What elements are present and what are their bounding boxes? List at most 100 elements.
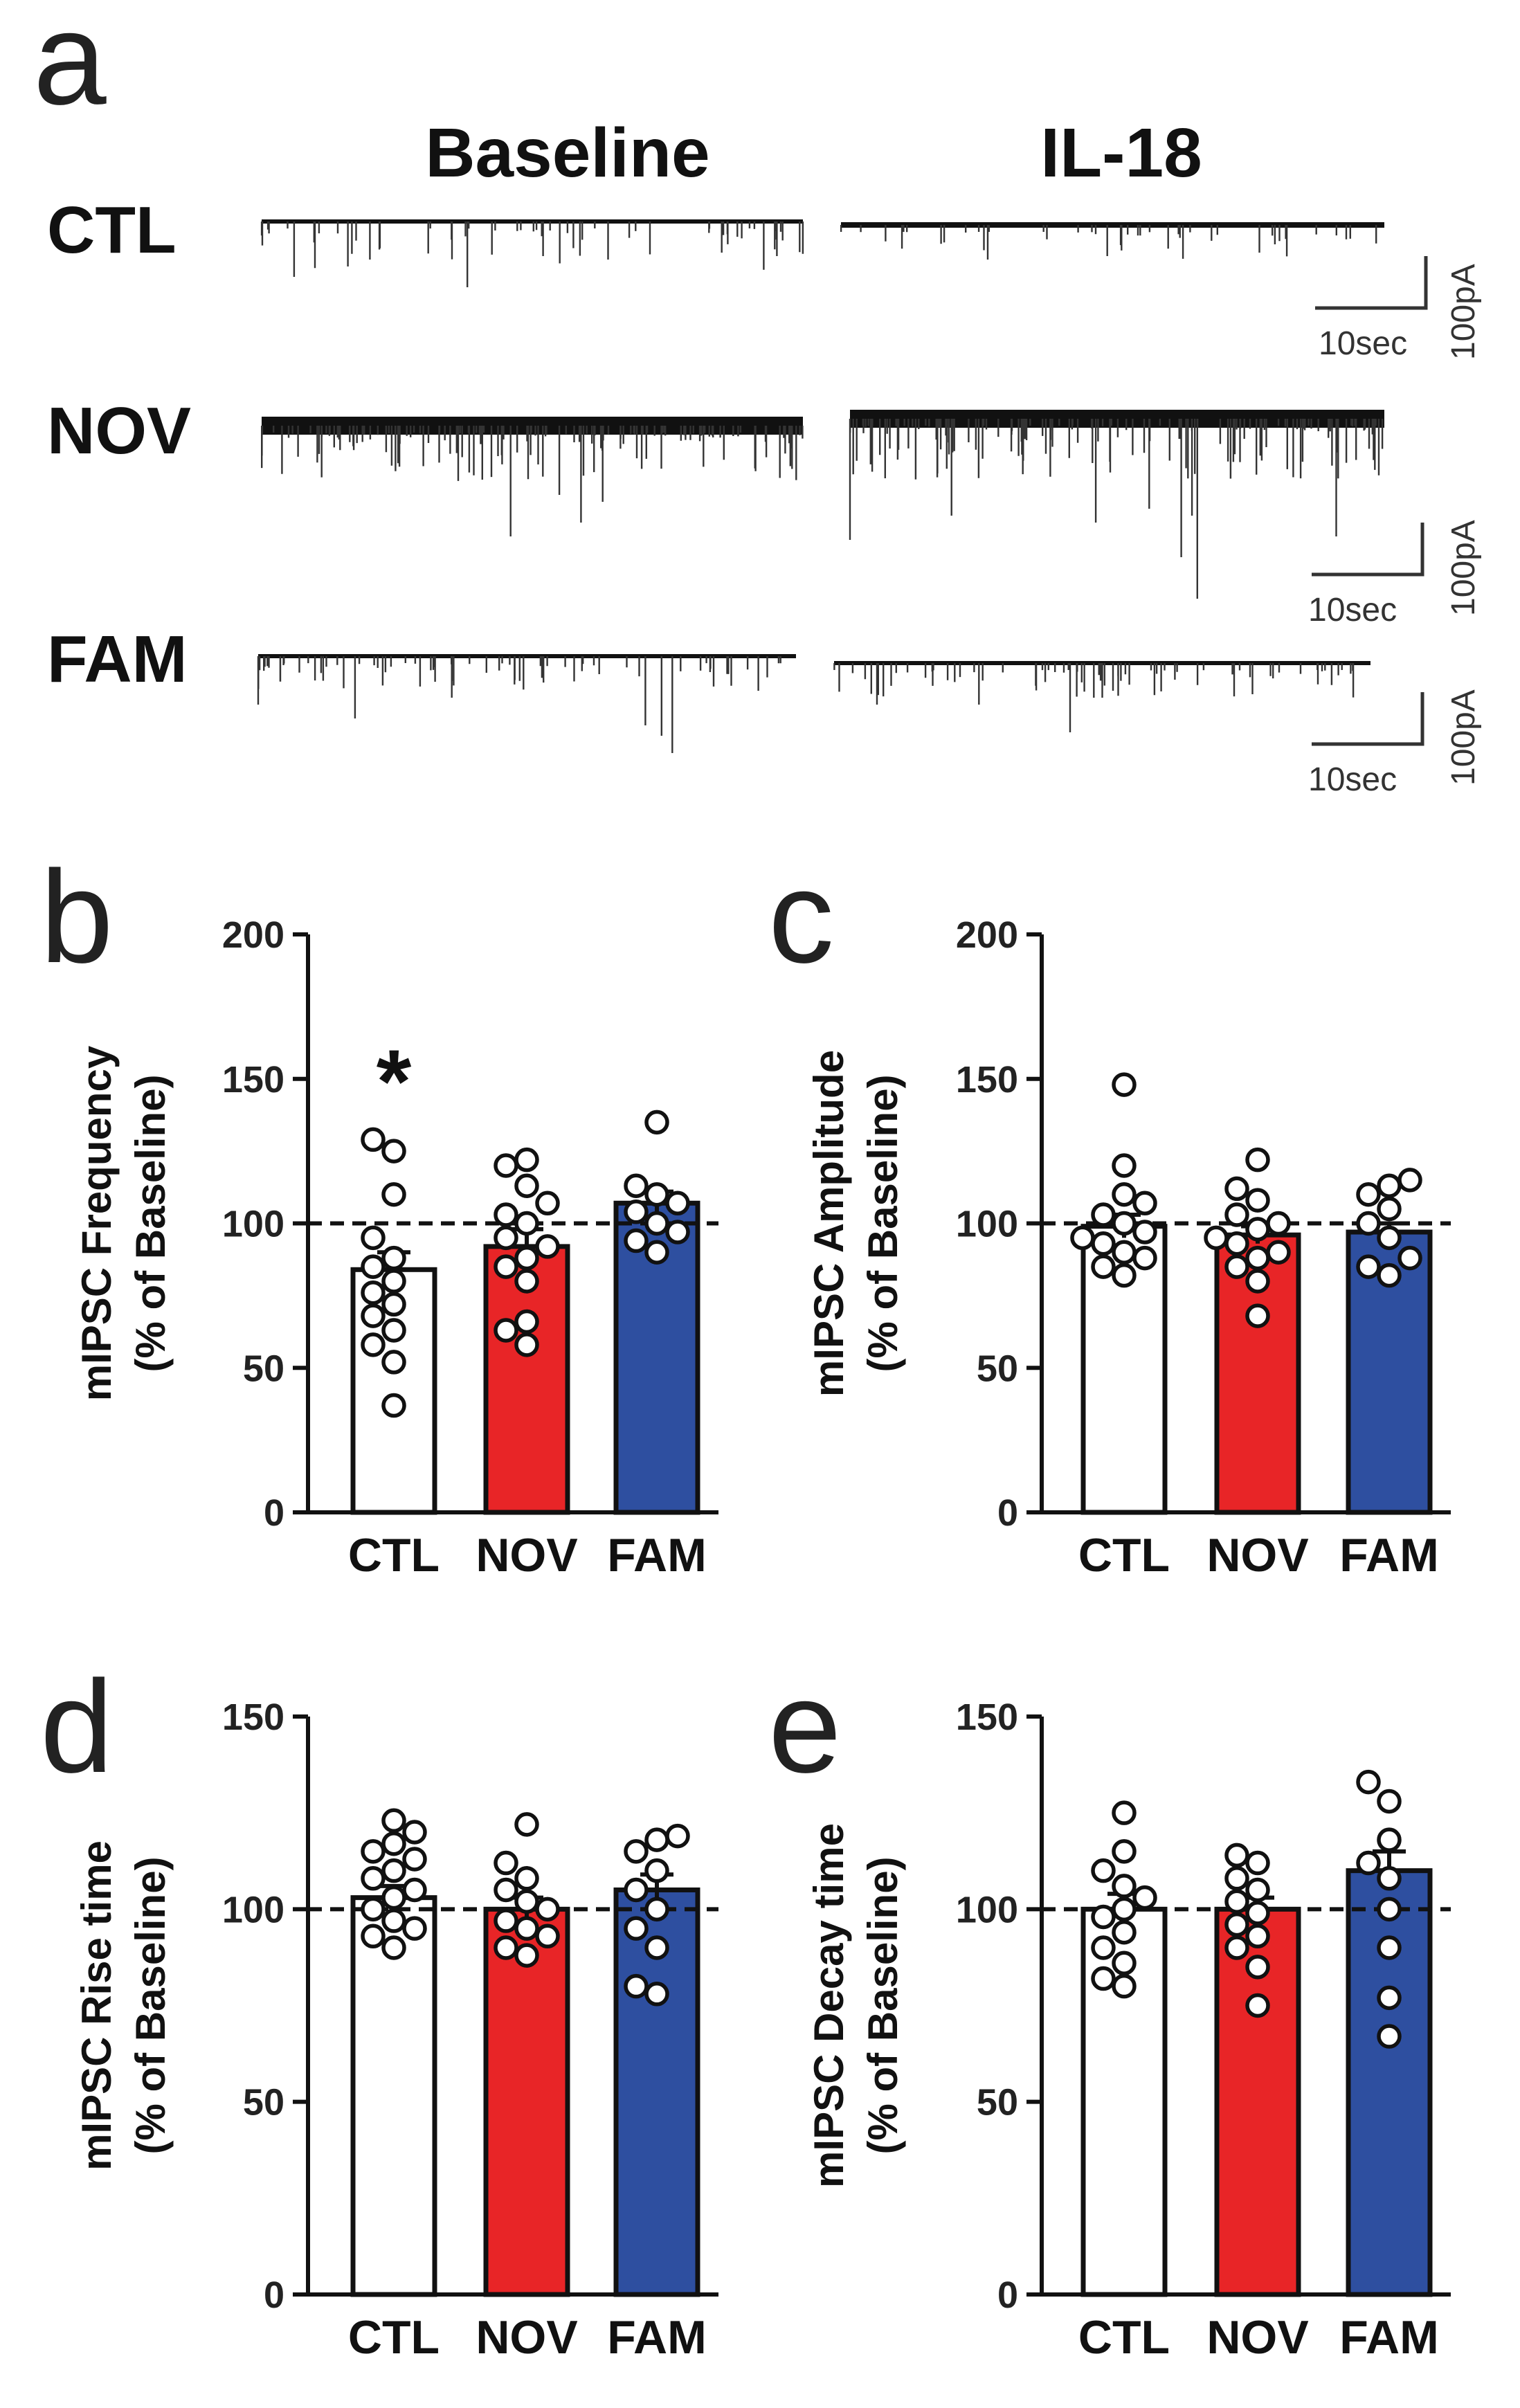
data-point-nov [1245, 1901, 1270, 1926]
y-axis-title: mIPSC Rise time [73, 1840, 120, 2171]
bar-fam [1346, 1868, 1433, 2297]
data-point-ctl [1091, 1935, 1116, 1960]
data-point-fam [1377, 1196, 1402, 1222]
data-point-fam [1377, 1225, 1402, 1251]
data-point-fam [1356, 1182, 1381, 1207]
data-point-ctl [1112, 1072, 1137, 1097]
data-point-fam [1356, 1769, 1381, 1795]
data-point-fam [1377, 1789, 1402, 1814]
data-point-nov [535, 1923, 560, 1949]
trace-baseline [258, 654, 796, 658]
data-point-fam [624, 1839, 649, 1864]
data-point-fam [1377, 1935, 1402, 1960]
data-point-ctl [402, 1877, 427, 1903]
category-label-fam: FAM [1339, 2311, 1439, 2364]
data-point-nov [494, 1153, 518, 1178]
data-point-nov [494, 1908, 518, 1933]
data-point-fam [624, 1877, 649, 1903]
data-point-nov [1224, 1231, 1249, 1256]
data-point-fam [644, 1211, 669, 1236]
y-tick-label: 100 [956, 1889, 1018, 1930]
data-point-fam [1397, 1168, 1422, 1193]
data-point-ctl [381, 1350, 406, 1375]
data-point-ctl [1132, 1191, 1157, 1216]
data-point-ctl [361, 1280, 386, 1305]
trace-events [260, 221, 804, 287]
data-point-ctl [361, 1332, 386, 1357]
data-point-fam [624, 1916, 649, 1941]
y-tick-label: 150 [222, 1059, 284, 1101]
data-point-fam [1356, 1850, 1381, 1876]
data-point-ctl [1112, 1896, 1137, 1922]
data-point-ctl [1112, 1262, 1137, 1288]
y-tick-label: 50 [243, 1348, 284, 1389]
data-point-fam [1377, 1173, 1402, 1198]
data-point-ctl [1091, 1254, 1116, 1279]
data-point-fam [624, 1200, 649, 1224]
data-point-nov [514, 1309, 539, 1334]
data-point-nov [494, 1318, 518, 1343]
y-tick-label: 50 [243, 2082, 284, 2124]
data-point-fam [644, 1935, 669, 1960]
data-point-nov [535, 1191, 560, 1216]
data-point-ctl [381, 1935, 406, 1960]
data-point-nov [514, 1866, 539, 1891]
y-tick-label: 200 [222, 914, 284, 956]
data-point-nov [514, 1812, 539, 1837]
y-tick-label: 0 [264, 1492, 284, 1534]
y-tick-label: 200 [956, 914, 1018, 956]
data-point-nov [514, 1269, 539, 1294]
data-point-ctl [1091, 1904, 1116, 1930]
data-point-fam [624, 1973, 649, 1999]
data-point-fam [644, 1240, 669, 1265]
data-point-ctl [361, 1303, 386, 1328]
row-label-ctl: CTL [47, 193, 177, 267]
data-point-ctl [381, 1245, 406, 1271]
data-point-nov [535, 1896, 560, 1922]
data-point-ctl [1132, 1245, 1157, 1271]
column-title-il18: IL-18 [1040, 114, 1202, 192]
trace-events [840, 225, 1377, 260]
data-point-nov [1224, 1176, 1249, 1202]
data-point-ctl [1091, 1202, 1116, 1227]
panel-e-decay-time-chart: e 0 50 100 150 CTL NOV FAM mIPSC Decay time (% of… [768, 1654, 1451, 2364]
trace-ctl-il18 [840, 222, 1384, 260]
data-point-nov [535, 1234, 560, 1259]
data-point-nov [1224, 1254, 1249, 1279]
data-point-ctl [381, 1318, 406, 1343]
category-label-nov: NOV [1206, 1529, 1308, 1582]
data-point-fam [1377, 1896, 1402, 1922]
data-point-fam [1356, 1211, 1381, 1236]
data-point-ctl [361, 1225, 386, 1251]
data-point-nov [1224, 1935, 1249, 1960]
y-axis-title: mIPSC Frequency [73, 1045, 120, 1401]
data-point-fam [624, 1173, 649, 1198]
panel-d-rise-time-chart: d 0 50 100 150 CTL NOV FAM mIPSC Rise time (% of … [40, 1654, 718, 2364]
data-point-fam [644, 1858, 669, 1883]
data-point-nov [1245, 1147, 1270, 1173]
data-point-ctl [361, 1866, 386, 1891]
y-axis-subtitle: (% of Baseline) [127, 1074, 174, 1372]
y-tick-label: 150 [956, 1696, 1018, 1738]
data-point-ctl [381, 1831, 406, 1856]
trace-events [261, 426, 804, 536]
data-point-ctl [1070, 1225, 1095, 1251]
trace-nov-baseline [261, 417, 804, 536]
trace-baseline [841, 222, 1384, 228]
data-point-nov [494, 1935, 518, 1960]
category-label-nov: NOV [1206, 2311, 1308, 2364]
data-point-ctl [381, 1885, 406, 1910]
data-point-nov [1266, 1240, 1291, 1265]
data-point-nov [514, 1245, 539, 1271]
data-point-nov [514, 1147, 539, 1173]
data-point-nov [1224, 1889, 1249, 1914]
data-point-ctl [381, 1908, 406, 1933]
data-point-ctl [1112, 1919, 1137, 1945]
data-point-ctl [1112, 1950, 1137, 1976]
data-point-fam [1397, 1245, 1422, 1271]
data-point-nov [514, 1332, 539, 1357]
data-point-nov [494, 1877, 518, 1903]
data-point-nov [494, 1850, 518, 1876]
y-tick-label: 0 [997, 2274, 1018, 2316]
scale-bar-ctl: 10sec 100pA [1315, 256, 1482, 362]
